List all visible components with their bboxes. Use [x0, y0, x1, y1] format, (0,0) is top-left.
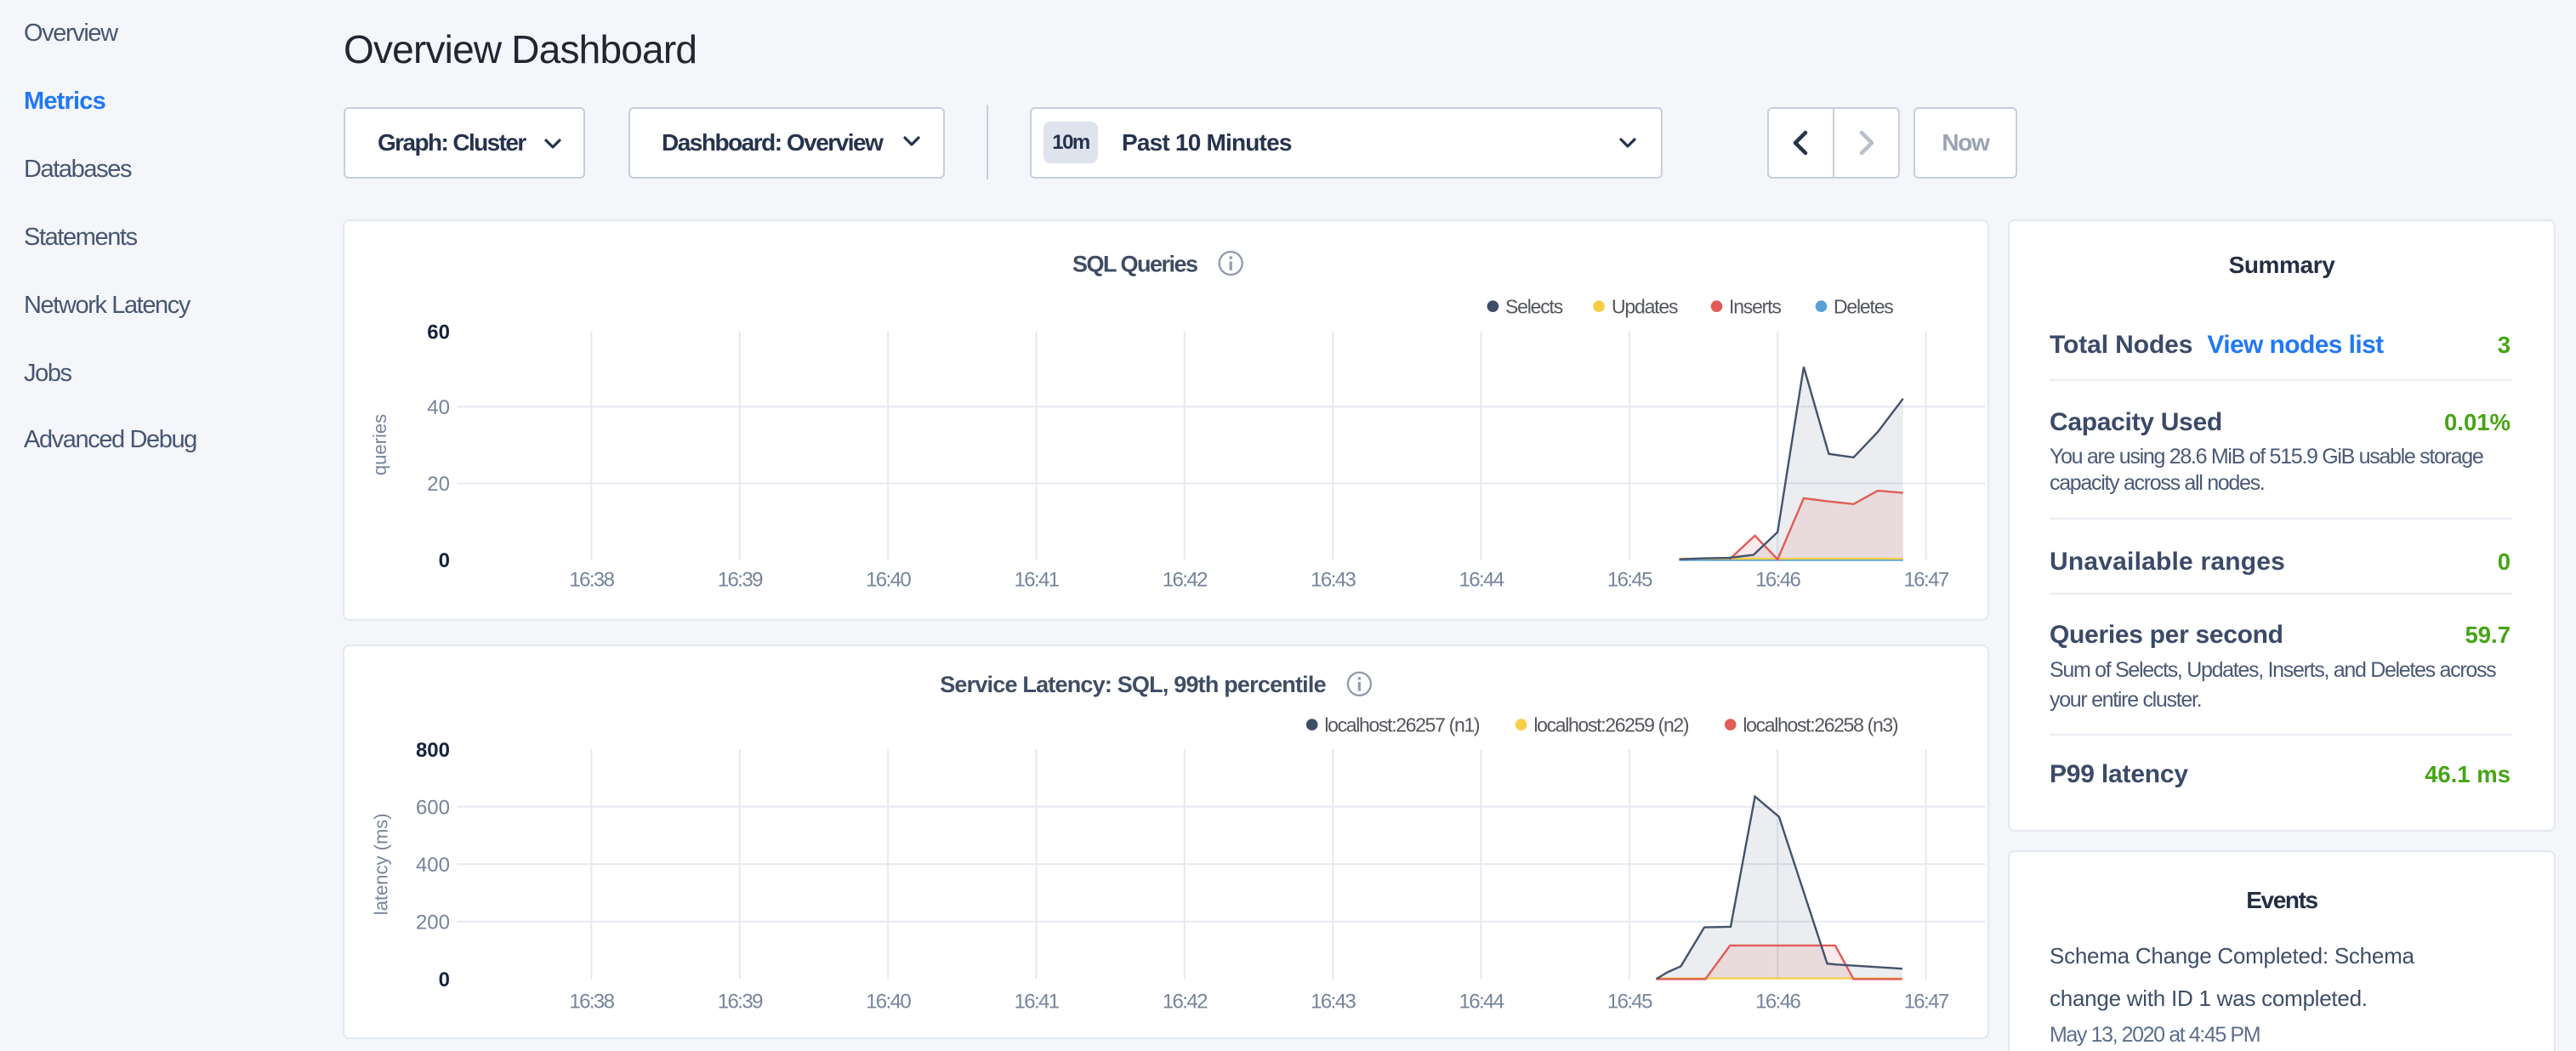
svg-text:16:44: 16:44 — [1459, 569, 1504, 592]
svg-text:Updates: Updates — [1612, 296, 1678, 318]
svg-text:16:40: 16:40 — [866, 990, 911, 1013]
svg-text:20: 20 — [427, 473, 450, 496]
svg-text:16:41: 16:41 — [1014, 569, 1059, 592]
svg-text:16:38: 16:38 — [569, 990, 614, 1013]
svg-text:Inserts: Inserts — [1729, 296, 1781, 318]
svg-text:latency (ms): latency (ms) — [371, 813, 392, 915]
svg-text:800: 800 — [416, 739, 450, 762]
svg-text:200: 200 — [416, 912, 450, 935]
svg-text:16:43: 16:43 — [1311, 990, 1356, 1013]
svg-text:0: 0 — [439, 969, 450, 991]
svg-text:localhost:26258 (n3): localhost:26258 (n3) — [1743, 714, 1897, 736]
svg-text:Selects: Selects — [1505, 296, 1563, 318]
svg-text:40: 40 — [427, 396, 450, 419]
svg-text:Deletes: Deletes — [1834, 296, 1893, 318]
svg-text:SQL Queries: SQL Queries — [1072, 251, 1197, 276]
svg-text:Service Latency: SQL, 99th per: Service Latency: SQL, 99th percentile — [940, 672, 1326, 697]
svg-text:400: 400 — [416, 854, 450, 877]
svg-text:16:46: 16:46 — [1755, 569, 1800, 592]
svg-text:localhost:26259 (n2): localhost:26259 (n2) — [1533, 714, 1688, 736]
svg-text:localhost:26257 (n1): localhost:26257 (n1) — [1324, 714, 1479, 736]
svg-text:600: 600 — [416, 797, 450, 820]
svg-text:60: 60 — [427, 321, 450, 344]
svg-text:16:42: 16:42 — [1163, 990, 1208, 1013]
svg-text:16:38: 16:38 — [569, 569, 614, 592]
svg-text:16:42: 16:42 — [1163, 569, 1208, 592]
svg-text:16:45: 16:45 — [1607, 569, 1652, 592]
svg-text:16:45: 16:45 — [1607, 990, 1652, 1013]
svg-text:16:39: 16:39 — [718, 990, 763, 1013]
svg-text:queries: queries — [369, 414, 390, 475]
svg-text:16:47: 16:47 — [1904, 990, 1949, 1013]
svg-text:16:40: 16:40 — [866, 569, 911, 592]
svg-text:16:46: 16:46 — [1755, 990, 1800, 1013]
svg-text:16:47: 16:47 — [1904, 569, 1949, 592]
svg-text:16:41: 16:41 — [1014, 990, 1059, 1013]
svg-text:0: 0 — [439, 549, 450, 572]
svg-text:16:44: 16:44 — [1459, 990, 1504, 1013]
svg-text:16:39: 16:39 — [718, 569, 763, 592]
svg-text:16:43: 16:43 — [1311, 569, 1356, 592]
